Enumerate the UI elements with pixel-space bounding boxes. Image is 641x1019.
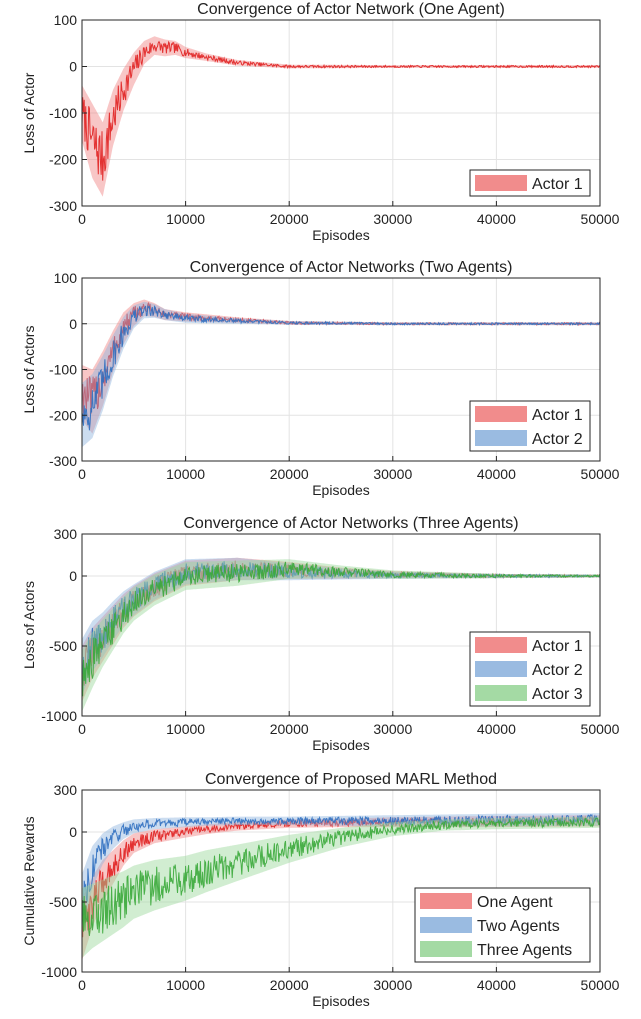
x-tick-label: 10000 — [166, 721, 205, 737]
legend: Actor 1 Actor 2 — [469, 400, 591, 452]
y-tick-label: 300 — [54, 526, 78, 542]
x-tick-label: 50000 — [581, 466, 620, 482]
y-axis-label: Cumulative Rewards — [21, 816, 37, 945]
y-tick-label: -500 — [49, 638, 77, 654]
x-tick-label: 30000 — [373, 466, 412, 482]
series-layer — [82, 36, 600, 197]
x-tick-label: 40000 — [477, 211, 516, 227]
y-tick-label: 0 — [69, 316, 77, 332]
subplot-3: 0 10000 20000 30000 40000 50000 300 0 -500 -1000 C… — [21, 515, 620, 753]
legend-swatch-3 — [420, 941, 472, 957]
y-tick-label: 300 — [54, 782, 78, 798]
series-layer — [82, 813, 600, 961]
x-axis-label: Episodes — [312, 227, 370, 243]
series-layer — [82, 557, 600, 712]
legend: One Agent Two Agents Three Agents — [414, 887, 591, 963]
legend-swatch-2 — [475, 661, 527, 677]
series-band-3 — [82, 559, 600, 712]
x-axis-label: Episodes — [312, 993, 370, 1009]
series-band-3 — [82, 816, 600, 958]
y-tick-label: -1000 — [41, 964, 77, 980]
y-tick-label: -100 — [49, 105, 77, 121]
legend-swatch-1 — [475, 175, 527, 191]
legend-box — [469, 169, 591, 197]
y-tick-label: -200 — [49, 152, 77, 168]
legend-swatch-2 — [420, 917, 472, 933]
x-tick-label: 40000 — [477, 466, 516, 482]
x-tick-label: 10000 — [166, 466, 205, 482]
legend-swatch-2 — [475, 430, 527, 446]
subplot-4: 0 10000 20000 30000 40000 50000 300 0 -500 -1000 C… — [21, 771, 620, 1009]
y-axis-label: Loss of Actor — [21, 72, 37, 153]
x-tick-label: 30000 — [373, 977, 412, 993]
x-tick-label: 30000 — [373, 721, 412, 737]
x-tick-label: 0 — [78, 211, 86, 227]
x-tick-label: 0 — [78, 466, 86, 482]
series-band-2 — [82, 301, 600, 448]
y-tick-label: 100 — [54, 270, 78, 286]
x-tick-label: 50000 — [581, 977, 620, 993]
y-tick-label: -300 — [49, 453, 77, 469]
y-axis-label: Loss of Actors — [21, 326, 37, 414]
x-tick-label: 20000 — [270, 466, 309, 482]
legend-label-2: Actor 2 — [532, 662, 583, 679]
chart-title: Convergence of Actor Network (One Agent) — [197, 1, 505, 18]
legend-label-1: Actor 1 — [532, 407, 583, 424]
legend-label-2: Two Agents — [477, 918, 560, 935]
y-tick-label: -500 — [49, 894, 77, 910]
axes-box — [81, 533, 601, 717]
legend-label-1: One Agent — [477, 894, 553, 911]
y-tick-label: -1000 — [41, 708, 77, 724]
legend-label-3: Three Agents — [477, 942, 572, 959]
x-tick-label: 40000 — [477, 721, 516, 737]
x-tick-label: 20000 — [270, 721, 309, 737]
series-layer — [82, 299, 600, 448]
subplot-1: 0 10000 20000 30000 40000 50000 100 0 -100 -200 -3… — [21, 1, 620, 243]
legend: Actor 1 Actor 2 Actor 3 — [469, 631, 591, 707]
chart-title: Convergence of Proposed MARL Method — [205, 771, 497, 788]
y-tick-label: 0 — [69, 568, 77, 584]
x-tick-label: 40000 — [477, 977, 516, 993]
y-axis-label: Loss of Actors — [21, 581, 37, 669]
x-tick-label: 10000 — [166, 211, 205, 227]
x-axis-label: Episodes — [312, 482, 370, 498]
series-line-1 — [82, 40, 600, 181]
x-tick-label: 50000 — [581, 721, 620, 737]
legend-label-3: Actor 3 — [532, 686, 583, 703]
x-tick-label: 30000 — [373, 211, 412, 227]
y-tick-label: 100 — [54, 12, 78, 28]
legend-label-1: Actor 1 — [532, 176, 583, 193]
series-line-2 — [82, 814, 600, 917]
series-line-3 — [82, 560, 600, 697]
x-tick-label: 10000 — [166, 977, 205, 993]
x-tick-label: 20000 — [270, 211, 309, 227]
legend-swatch-3 — [475, 685, 527, 701]
legend-swatch-1 — [475, 406, 527, 422]
subplot-2: 0 10000 20000 30000 40000 50000 100 0 -100 -200 -3… — [21, 259, 620, 498]
x-tick-label: 50000 — [581, 211, 620, 227]
chart-title: Convergence of Actor Networks (Three Age… — [183, 515, 518, 532]
x-axis-label: Episodes — [312, 737, 370, 753]
legend: Actor 1 — [469, 169, 591, 197]
axes-box — [81, 789, 601, 973]
y-tick-label: 0 — [69, 59, 77, 75]
series-line-3 — [82, 817, 600, 936]
y-tick-label: -200 — [49, 407, 77, 423]
y-tick-label: -300 — [49, 198, 77, 214]
y-tick-label: -100 — [49, 362, 77, 378]
y-tick-label: 0 — [69, 824, 77, 840]
legend-swatch-1 — [420, 893, 472, 909]
legend-label-2: Actor 2 — [532, 431, 583, 448]
x-tick-label: 20000 — [270, 977, 309, 993]
legend-swatch-1 — [475, 637, 527, 653]
chart-title: Convergence of Actor Networks (Two Agent… — [190, 259, 513, 276]
x-tick-label: 0 — [78, 721, 86, 737]
series-line-2 — [82, 304, 600, 431]
legend-label-1: Actor 1 — [532, 638, 583, 655]
x-tick-label: 0 — [78, 977, 86, 993]
